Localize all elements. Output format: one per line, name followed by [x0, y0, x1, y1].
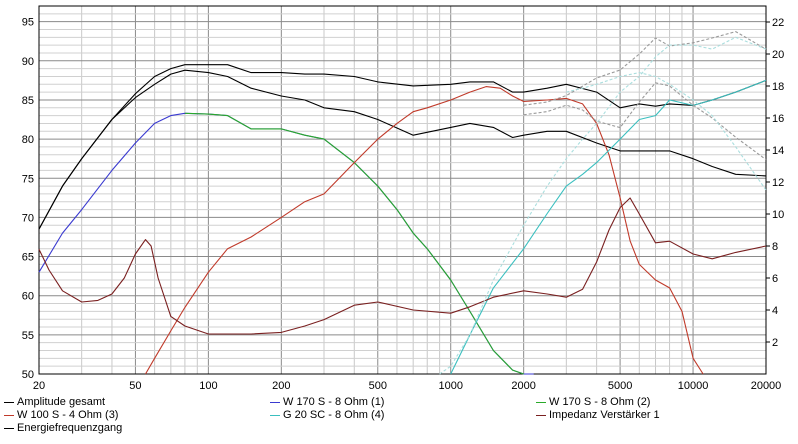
series-group [38, 31, 767, 375]
legend-label: W 100 S - 4 Ohm (3) [17, 409, 119, 421]
x-tick-label: 20 [33, 380, 45, 392]
series-energiefrequenzgang [38, 69, 767, 230]
y-left-tick-label: 70 [22, 212, 34, 224]
y-left-tick-label: 80 [22, 134, 34, 146]
x-tick-label: 100 [199, 380, 217, 392]
y-right-tick-label: 14 [772, 145, 784, 157]
y-right-tick-label: 10 [772, 209, 784, 221]
legend-item-w170s-2: W 170 S - 8 Ohm (2) [536, 396, 650, 409]
y-left-tick-label: 90 [22, 56, 34, 68]
y-right-tick-label: 22 [772, 17, 784, 29]
legend-swatch [536, 401, 546, 403]
legend-swatch [4, 427, 14, 429]
axis-labels: 20 50 100 200 500 1000 2000 5000 10000 2000050556… [22, 17, 785, 392]
y-left-tick-label: 95 [22, 17, 34, 29]
series-dashed-10 [566, 72, 767, 191]
series-impedanz-verst-rker-1 [38, 197, 767, 335]
legend-item-w100s-3: W 100 S - 4 Ohm (3) [4, 409, 118, 422]
series-dashed-7 [523, 31, 767, 106]
x-tick-label: 50 [129, 380, 141, 392]
series-amplitude-gesamt [38, 64, 767, 230]
series-dashed-8 [523, 82, 767, 161]
y-right-tick-label: 4 [772, 305, 778, 317]
y-left-tick-label: 50 [22, 369, 34, 381]
y-right-tick-label: 6 [772, 273, 778, 285]
plot-border [38, 5, 767, 375]
x-tick-label: 1000 [438, 380, 462, 392]
legend-item-w170s-1: W 170 S - 8 Ohm (1) [270, 396, 384, 409]
y-right-tick-label: 8 [772, 241, 778, 253]
y-left-tick-label: 75 [22, 173, 34, 185]
x-tick-label: 20000 [751, 380, 782, 392]
legend-label: W 170 S - 8 Ohm (2) [549, 396, 651, 408]
legend-swatch [270, 414, 280, 416]
y-left-tick-label: 85 [22, 95, 34, 107]
y-right-tick-label: 2 [772, 337, 778, 349]
series-w-100-s-4-ohm-3- [145, 86, 704, 375]
plot-frame [38, 5, 767, 375]
y-left-tick-label: 60 [22, 291, 34, 303]
y-right-tick-label: 20 [772, 49, 784, 61]
legend-item-impedanz: Impedanz Verstärker 1 [536, 409, 660, 422]
y-left-tick-label: 55 [22, 330, 34, 342]
legend-label: G 20 SC - 8 Ohm (4) [283, 409, 385, 421]
legend-label: W 170 S - 8 Ohm (1) [283, 396, 385, 408]
series-g-20-sc-8-ohm-4- [450, 79, 767, 375]
series-dashed-9 [439, 36, 767, 375]
x-tick-label: 500 [369, 380, 387, 392]
y-right-tick-label: 16 [772, 113, 784, 125]
legend-item-amplitude-gesamt: Amplitude gesamt [4, 396, 105, 409]
y-left-tick-label: 65 [22, 252, 34, 264]
legend-label: Impedanz Verstärker 1 [549, 409, 660, 421]
legend-label: Energiefrequenzgang [17, 422, 123, 434]
legend-swatch [4, 414, 14, 416]
x-tick-label: 5000 [608, 380, 632, 392]
y-right-tick-label: 18 [772, 81, 784, 93]
legend-label: Amplitude gesamt [17, 396, 106, 408]
legend-item-g20sc-4: G 20 SC - 8 Ohm (4) [270, 409, 384, 422]
legend-swatch [4, 401, 14, 403]
x-tick-label: 200 [272, 380, 290, 392]
x-tick-label: 10000 [678, 380, 709, 392]
x-tick-label: 2000 [511, 380, 535, 392]
legend-swatch [270, 401, 280, 403]
legend-item-energiefrequenzgang: Energiefrequenzgang [4, 422, 122, 435]
series-w-170-s-8-ohm-2- [184, 112, 524, 375]
legend: Amplitude gesamt W 170 S - 8 Ohm (1) W 1… [0, 393, 798, 444]
grid [38, 6, 767, 374]
y-right-tick-label: 12 [772, 177, 784, 189]
legend-swatch [536, 414, 546, 416]
